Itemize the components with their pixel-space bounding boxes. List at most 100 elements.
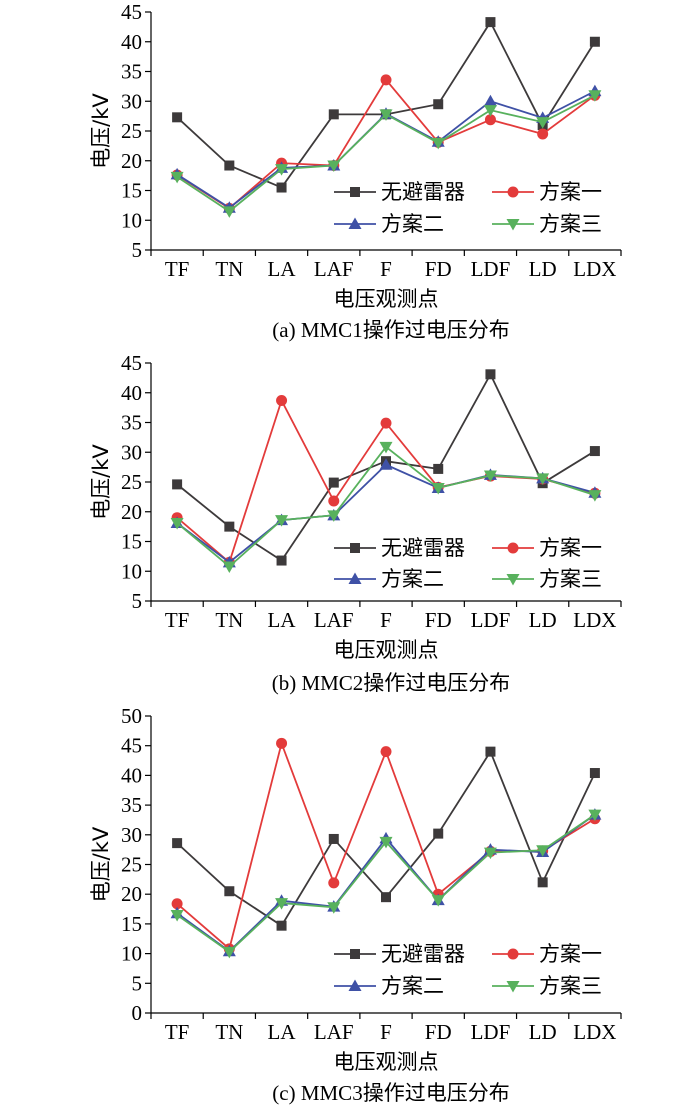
legend-marker (507, 186, 519, 198)
chart-caption: (a) MMC1操作过电压分布 (272, 318, 509, 342)
legend-label: 方案三 (539, 212, 602, 236)
data-point-s1 (485, 369, 496, 380)
y-tick-label: 20 (121, 149, 142, 173)
data-point-s4 (275, 515, 289, 527)
data-point-s1 (328, 477, 339, 488)
x-tick-label: F (380, 608, 392, 632)
data-point-s4 (483, 105, 497, 117)
data-point-s1 (433, 828, 444, 839)
x-tick-label: LAF (314, 1020, 354, 1044)
data-point-s4 (536, 845, 550, 857)
data-point-s1 (589, 36, 600, 47)
y-tick-label: 25 (121, 119, 142, 143)
legend-marker (350, 949, 360, 959)
legend-label: 方案一 (539, 942, 602, 966)
legend-label: 方案三 (539, 567, 602, 591)
x-tick-label: LA (268, 1020, 297, 1044)
data-point-s4 (222, 561, 236, 573)
x-tick-label: LA (268, 608, 297, 632)
legend-label: 方案一 (539, 536, 602, 560)
y-axis-title: 电压/kV (89, 826, 113, 902)
legend-label: 方案一 (539, 180, 602, 204)
x-tick-label: TN (215, 257, 243, 281)
data-point-s1 (172, 479, 183, 490)
chart-2: 5 10 15 20 25 30 35 40 45 TF TN LA LAF F FD LDF LD LDX 电压观… (89, 351, 622, 695)
y-tick-label: 25 (121, 853, 142, 877)
legend-marker (348, 217, 362, 229)
data-point-s1 (328, 109, 339, 120)
x-tick-label: LA (268, 257, 297, 281)
y-axis-title: 电压/kV (89, 444, 113, 520)
data-point-s1 (381, 892, 391, 903)
chart-caption: (c) MMC3操作过电压分布 (272, 1081, 509, 1105)
data-point-s1 (276, 182, 287, 193)
y-tick-label: 45 (121, 734, 142, 758)
data-point-s4 (483, 847, 497, 860)
x-tick-label: TF (165, 257, 190, 281)
data-point-s2 (484, 114, 496, 126)
x-tick-label: F (380, 257, 392, 281)
data-point-s4 (327, 510, 341, 522)
data-point-s2 (328, 495, 340, 507)
data-point-s4 (170, 171, 184, 184)
data-point-s1 (276, 555, 287, 566)
y-tick-label: 15 (121, 530, 142, 554)
x-axis-title: 电压观测点 (334, 1050, 439, 1074)
data-point-s4 (170, 909, 184, 922)
chart-caption: (b) MMC2操作过电压分布 (272, 671, 511, 695)
y-tick-label: 30 (121, 823, 142, 847)
data-point-s4 (588, 490, 602, 502)
x-tick-label: LAF (314, 257, 354, 281)
x-tick-label: LD (529, 257, 557, 281)
data-point-s2 (328, 877, 340, 889)
data-point-s1 (537, 877, 548, 888)
y-tick-label: 30 (121, 440, 142, 464)
y-tick-label: 5 (132, 589, 143, 613)
y-tick-label: 40 (121, 30, 142, 54)
y-tick-label: 40 (121, 381, 142, 405)
chart-3: 0 5 10 15 20 25 30 35 40 45 50 TF TN LA LAF F FD LDF LD LDX… (89, 704, 622, 1105)
data-point-s4 (379, 836, 393, 849)
y-tick-label: 10 (121, 942, 142, 966)
y-tick-label: 35 (121, 411, 142, 435)
data-point-s4 (170, 518, 184, 530)
legend-marker (350, 187, 360, 197)
y-tick-label: 30 (121, 89, 142, 113)
data-point-s1 (224, 521, 235, 532)
data-point-s4 (379, 441, 393, 454)
legend-marker (507, 948, 519, 960)
x-tick-label: LDF (471, 1020, 511, 1044)
legend-label: 方案三 (539, 974, 602, 998)
data-point-s4 (431, 137, 445, 150)
data-point-s2 (380, 417, 392, 429)
y-tick-label: 40 (121, 763, 142, 787)
x-tick-label: TF (165, 1020, 190, 1044)
y-tick-label: 15 (121, 179, 142, 203)
y-tick-label: 50 (121, 704, 142, 728)
x-tick-label: LD (529, 1020, 557, 1044)
legend-label: 无避雷器 (381, 942, 465, 966)
data-point-s4 (588, 90, 602, 102)
legend-marker (506, 219, 520, 231)
x-tick-label: FD (425, 257, 452, 281)
data-point-s2 (276, 737, 288, 749)
y-tick-label: 45 (121, 0, 142, 24)
x-tick-label: FD (425, 608, 452, 632)
chart-1: 5 10 15 20 25 30 35 40 45 TF TN LA LAF F FD LDF LD LDX 电压观… (89, 0, 622, 342)
legend-label: 方案二 (381, 567, 444, 591)
legend-marker (350, 543, 360, 553)
y-axis-title: 电压/kV (89, 93, 113, 169)
x-tick-label: LDF (471, 257, 511, 281)
data-point-s1 (328, 833, 339, 844)
legend-label: 无避雷器 (381, 536, 465, 560)
data-point-s4 (275, 898, 289, 910)
y-tick-label: 35 (121, 60, 142, 84)
data-point-s4 (431, 895, 445, 907)
data-point-s4 (536, 117, 550, 129)
y-tick-label: 25 (121, 470, 142, 494)
y-tick-label: 15 (121, 912, 142, 936)
data-point-s1 (433, 463, 444, 474)
data-point-s1 (224, 160, 235, 171)
data-point-s4 (379, 109, 393, 121)
